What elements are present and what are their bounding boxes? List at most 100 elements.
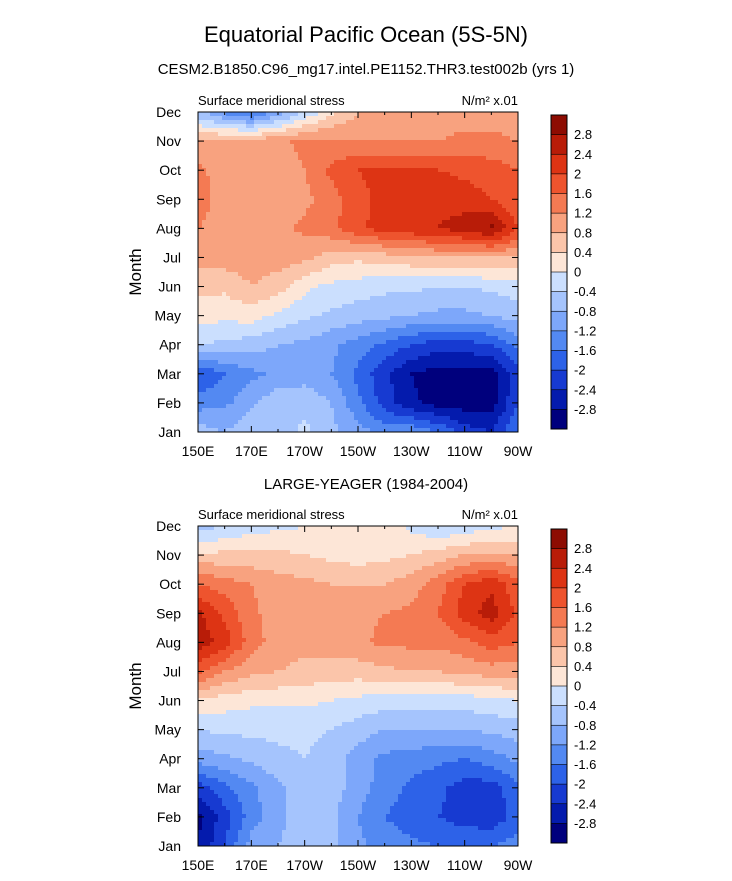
contour-cell xyxy=(254,192,259,197)
contour-cell xyxy=(334,204,339,209)
contour-cell xyxy=(402,180,407,185)
contour-cell xyxy=(306,316,311,321)
contour-cell xyxy=(254,316,259,321)
contour-cell xyxy=(366,208,371,213)
contour-cell xyxy=(206,324,211,329)
contour-cell xyxy=(210,128,215,133)
contour-cell xyxy=(478,112,483,117)
contour-cell xyxy=(378,180,383,185)
contour-cell xyxy=(322,360,327,365)
contour-cell xyxy=(310,152,315,157)
contour-cell xyxy=(482,156,487,161)
contour-cell xyxy=(242,260,247,265)
contour-cell xyxy=(326,132,331,137)
contour-cell xyxy=(362,212,367,217)
contour-cell xyxy=(350,268,355,273)
contour-cell xyxy=(294,212,299,217)
contour-cell xyxy=(438,272,443,277)
contour-cell xyxy=(338,116,343,121)
contour-cell xyxy=(234,312,239,317)
contour-cell xyxy=(482,288,487,293)
contour-cell xyxy=(426,184,431,189)
contour-cell xyxy=(502,356,507,361)
contour-cell xyxy=(382,324,387,329)
contour-cell xyxy=(198,212,203,217)
contour-cell xyxy=(418,168,423,173)
contour-cell xyxy=(494,280,499,285)
contour-cell xyxy=(246,140,251,145)
contour-cell xyxy=(454,236,459,241)
contour-cell xyxy=(430,112,435,117)
contour-cell xyxy=(266,216,271,221)
contour-cell xyxy=(346,204,351,209)
contour-cell xyxy=(462,320,467,325)
contour-cell xyxy=(246,120,251,125)
contour-cell xyxy=(470,136,475,141)
contour-cell xyxy=(214,188,219,193)
contour-cell xyxy=(510,156,515,161)
contour-cell xyxy=(214,172,219,177)
contour-cell xyxy=(438,224,443,229)
contour-cell xyxy=(318,140,323,145)
contour-cell xyxy=(286,200,291,205)
contour-cell xyxy=(290,260,295,265)
contour-cell xyxy=(354,200,359,205)
contour-cell xyxy=(350,344,355,349)
contour-cell xyxy=(278,120,283,125)
contour-cell xyxy=(494,244,499,249)
contour-cell xyxy=(238,144,243,149)
contour-cell xyxy=(358,348,363,353)
contour-cell xyxy=(374,164,379,169)
contour-cell xyxy=(342,252,347,257)
contour-cell xyxy=(246,184,251,189)
contour-cell xyxy=(226,256,231,261)
contour-cell xyxy=(474,124,479,129)
contour-cell xyxy=(442,172,447,177)
contour-cell xyxy=(494,304,499,309)
contour-cell xyxy=(298,344,303,349)
contour-cell xyxy=(486,324,491,329)
contour-cell xyxy=(214,176,219,181)
contour-cell xyxy=(314,132,319,137)
contour-cell xyxy=(218,336,223,341)
contour-cell xyxy=(338,120,343,125)
contour-cell xyxy=(482,276,487,281)
contour-cell xyxy=(366,320,371,325)
contour-cell xyxy=(226,280,231,285)
contour-cell xyxy=(346,252,351,257)
contour-cell xyxy=(426,132,431,137)
contour-cell xyxy=(198,244,203,249)
contour-cell xyxy=(250,248,255,253)
contour-cell xyxy=(370,212,375,217)
contour-cell xyxy=(446,284,451,289)
contour-cell xyxy=(230,120,235,125)
contour-cell xyxy=(302,344,307,349)
contour-cell xyxy=(414,176,419,181)
contour-cell xyxy=(326,348,331,353)
contour-cell xyxy=(506,188,511,193)
contour-cell xyxy=(274,236,279,241)
contour-cell xyxy=(486,188,491,193)
contour-cell xyxy=(402,332,407,337)
contour-cell xyxy=(386,152,391,157)
contour-cell xyxy=(198,188,203,193)
contour-cell xyxy=(274,316,279,321)
contour-cell xyxy=(262,332,267,337)
contour-cell xyxy=(502,328,507,333)
contour-cell xyxy=(230,352,235,357)
contour-cell xyxy=(374,312,379,317)
contour-cell xyxy=(450,136,455,141)
contour-cell xyxy=(470,140,475,145)
contour-cell xyxy=(282,352,287,357)
contour-cell xyxy=(386,264,391,269)
contour-cell xyxy=(458,212,463,217)
contour-cell xyxy=(458,116,463,121)
contour-cell xyxy=(402,352,407,357)
contour-cell xyxy=(386,116,391,121)
contour-cell xyxy=(350,204,355,209)
contour-cell xyxy=(394,208,399,213)
contour-cell xyxy=(242,144,247,149)
contour-cell xyxy=(478,148,483,153)
contour-cell xyxy=(234,220,239,225)
contour-cell xyxy=(326,264,331,269)
